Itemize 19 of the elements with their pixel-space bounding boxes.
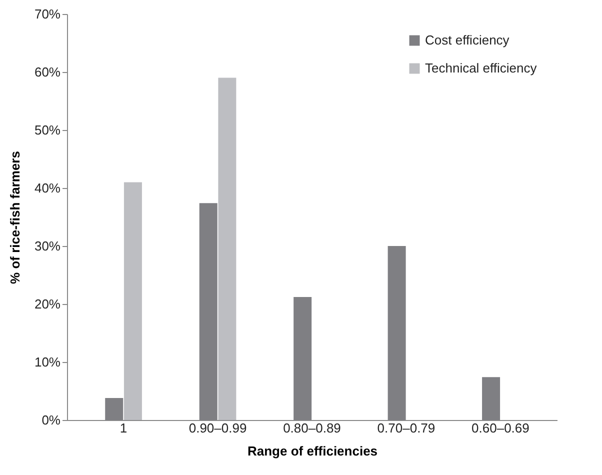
y-tick-label: 50% [34,122,61,138]
y-axis-title: % of rice-fish farmers [7,151,22,284]
x-tick-label: 0.80–0.89 [283,420,341,436]
bar [124,182,142,420]
legend-label: Cost efficiency [425,32,510,48]
y-tick-label: 0% [42,412,61,428]
bar [218,78,236,420]
y-tick-label: 20% [34,296,61,312]
y-tick-label: 60% [34,64,61,80]
x-tick-label: 0.60–0.69 [472,420,530,436]
y-tick-label: 70% [34,6,61,22]
x-tick-label: 0.90–0.99 [188,420,247,436]
y-tick-label: 40% [34,180,61,196]
y-tick-label: 10% [34,354,61,370]
y-tick-label: 30% [34,238,61,254]
x-tick-label: 0.70–0.79 [377,420,436,436]
x-axis-title: Range of efficiencies [247,444,378,458]
legend-label: Technical efficiency [425,60,538,76]
x-tick-label: 1 [120,420,128,436]
